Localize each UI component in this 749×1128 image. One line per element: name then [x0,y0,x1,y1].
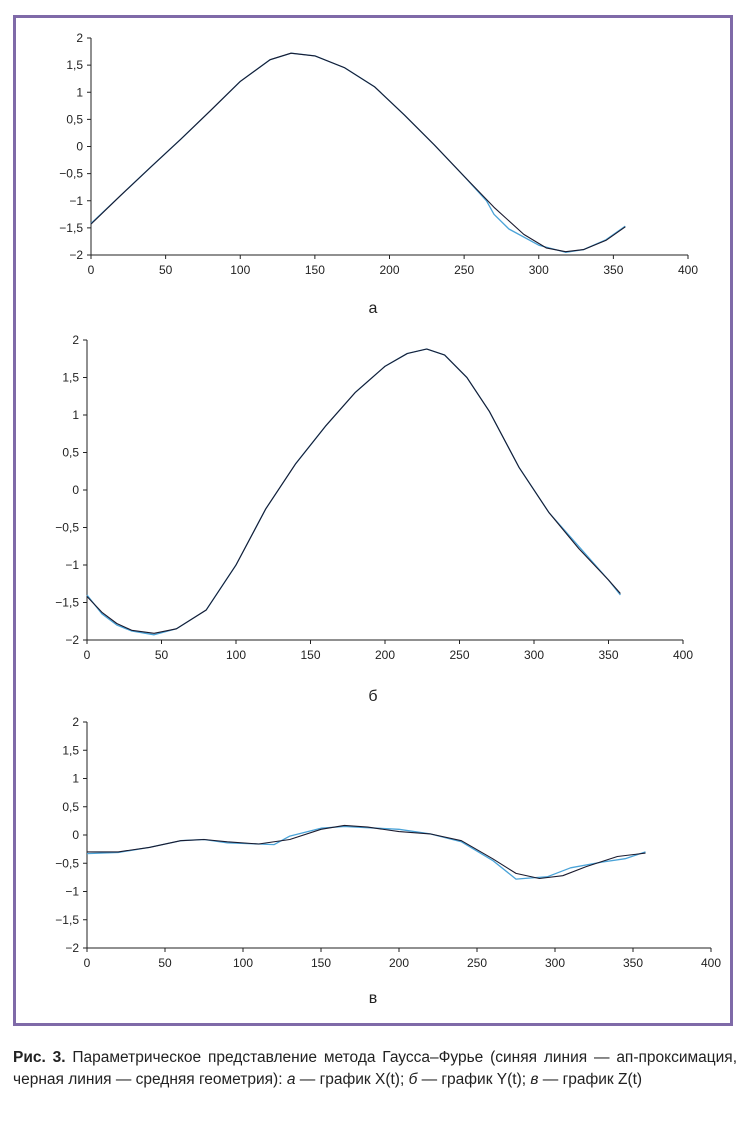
x-tick-label: 0 [88,263,95,277]
y-tick-label: −2 [65,633,79,647]
x-tick-label: 250 [449,648,469,662]
x-tick-label: 50 [155,648,169,662]
caption-letter-b: б [408,1071,418,1088]
x-tick-label: 0 [84,956,91,970]
y-tick-label: −2 [65,941,79,955]
panel-label-a: а [368,300,378,317]
x-tick-label: 350 [598,648,618,662]
caption-text-2: — график X(t); [295,1071,409,1088]
series-line-blue [90,52,626,253]
caption-text-3: — график Y(t); [417,1071,531,1088]
chart-panel-v: 2 1,5 1 0,5 0 −0,5 −1 −1,5 −2 0 50 100 150 200 250 300 3… [55,715,721,970]
x-tick-label: 200 [389,956,409,970]
x-tick-label: 350 [623,956,643,970]
x-tick-label: 400 [678,263,698,277]
y-tick-label: 1,5 [62,743,79,757]
chart-panel-b: 2 1,5 1 0,5 0 −0,5 −1 −1,5 −2 0 50 100 150 200 250 300 3… [55,333,693,662]
series-line-black [86,348,621,634]
series-line-blue [86,348,621,636]
y-tick-label: −1,5 [59,221,83,235]
figure-caption: Рис. 3. Параметрическое представление ме… [13,1047,737,1091]
y-tick-label: 0,5 [66,112,83,126]
y-tick-label: 1,5 [66,58,83,72]
series-line-black [87,824,646,880]
y-tick-label: −2 [69,248,83,262]
series-line-black [90,52,626,253]
y-tick-label: −0,5 [55,856,79,870]
x-tick-label: 150 [305,263,325,277]
y-tick-label: −1,5 [55,596,79,610]
y-tick-label: 2 [76,31,83,45]
caption-fig-label: Рис. 3. [13,1049,66,1066]
y-tick-label: 0 [76,140,83,154]
x-tick-label: 150 [300,648,320,662]
x-tick-label: 200 [379,263,399,277]
y-tick-label: 0,5 [62,800,79,814]
caption-letter-v: в [530,1071,539,1088]
x-tick-label: 300 [545,956,565,970]
x-tick-label: 200 [375,648,395,662]
x-tick-label: 300 [529,263,549,277]
y-tick-label: 1 [72,408,79,422]
chart-panel-a: 2 1,5 1 0,5 0 −0,5 −1 −1,5 −2 0 50 100 150 200 250 300 3… [59,31,698,277]
y-tick-label: −1 [65,558,79,572]
figure-frame: 2 1,5 1 0,5 0 −0,5 −1 −1,5 −2 0 50 100 150 200 250 300 3… [13,15,733,1026]
x-tick-label: 400 [673,648,693,662]
y-tick-label: −1,5 [55,913,79,927]
x-tick-label: 150 [311,956,331,970]
y-tick-label: −0,5 [59,167,83,181]
caption-text-4: — график Z(t) [538,1071,643,1088]
y-tick-label: 1 [72,772,79,786]
caption-letter-a: а [286,1071,296,1088]
x-tick-label: 100 [230,263,250,277]
x-tick-label: 250 [467,956,487,970]
x-tick-label: 300 [524,648,544,662]
y-tick-label: 1 [76,85,83,99]
y-tick-label: −0,5 [55,521,79,535]
y-tick-label: −1 [69,194,83,208]
x-tick-label: 50 [158,956,172,970]
x-tick-label: 400 [701,956,721,970]
caption-text-1: Параметрическое представление метода Гау… [13,1049,738,1088]
y-tick-label: 0,5 [62,446,79,460]
x-tick-label: 350 [603,263,623,277]
panel-label-v: в [368,990,378,1007]
x-tick-label: 100 [226,648,246,662]
y-tick-label: 1,5 [62,371,79,385]
series-line-blue [86,825,646,880]
panel-label-b: б [368,688,378,705]
y-tick-label: 2 [72,333,79,347]
x-tick-label: 250 [454,263,474,277]
y-tick-label: 2 [72,715,79,729]
x-tick-label: 100 [233,956,253,970]
y-tick-label: −1 [65,885,79,899]
y-tick-label: 0 [72,483,79,497]
y-tick-label: 0 [72,828,79,842]
x-tick-label: 50 [159,263,173,277]
x-tick-label: 0 [84,648,91,662]
